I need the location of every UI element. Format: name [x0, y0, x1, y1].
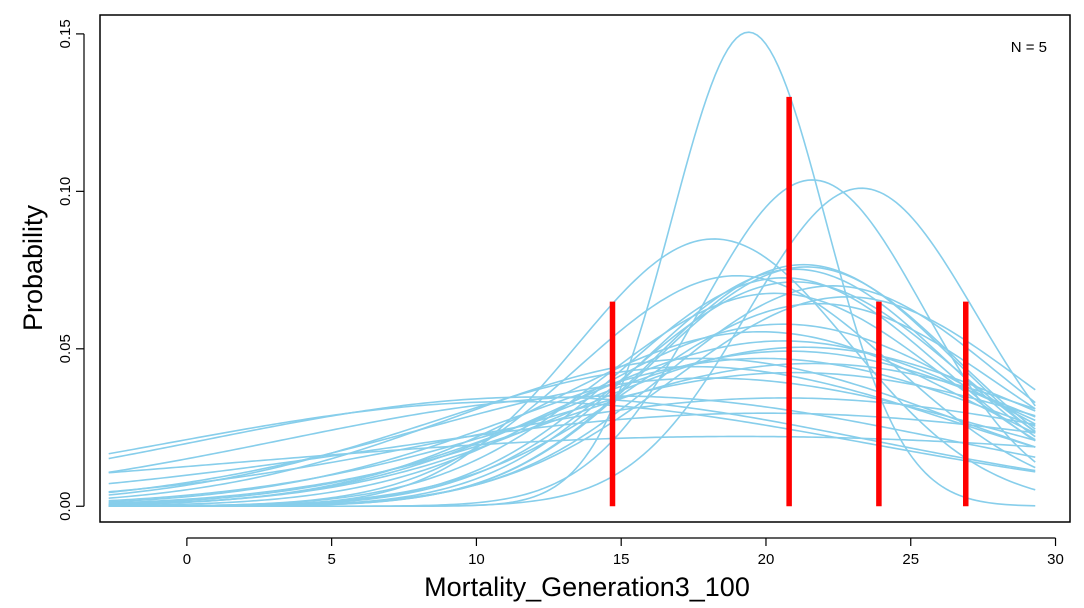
- x-tick-label-15: 15: [613, 551, 630, 568]
- axes: 0 5 10 15 20 25 30 0.00 0.05 0.10 0.15: [57, 19, 1064, 568]
- density-curve-3: [108, 187, 1036, 508]
- density-curve-1: [108, 31, 1036, 508]
- y-tick-label-0: 0.00: [57, 492, 74, 521]
- y-axis-label: Probability: [18, 204, 48, 331]
- density-curve-7: [108, 266, 1036, 508]
- y-tick-label-3: 0.15: [57, 19, 74, 48]
- x-tick-label-25: 25: [902, 551, 919, 568]
- n-annotation: N = 5: [1011, 39, 1047, 56]
- y-tick-label-2: 0.10: [57, 177, 74, 206]
- density-curve-2: [108, 179, 1036, 508]
- plot-frame: [99, 14, 1071, 523]
- x-tick-label-5: 5: [327, 551, 335, 568]
- x-tick-label-0: 0: [183, 551, 191, 568]
- density-curve-13: [108, 296, 1036, 508]
- x-tick-label-10: 10: [468, 551, 485, 568]
- observation-bars: [609, 96, 969, 507]
- density-curves: [108, 31, 1036, 508]
- x-tick-label-20: 20: [758, 551, 775, 568]
- y-tick-label-1: 0.05: [57, 334, 74, 363]
- x-axis-label: Mortality_Generation3_100: [424, 572, 750, 602]
- x-tick-label-30: 30: [1047, 551, 1064, 568]
